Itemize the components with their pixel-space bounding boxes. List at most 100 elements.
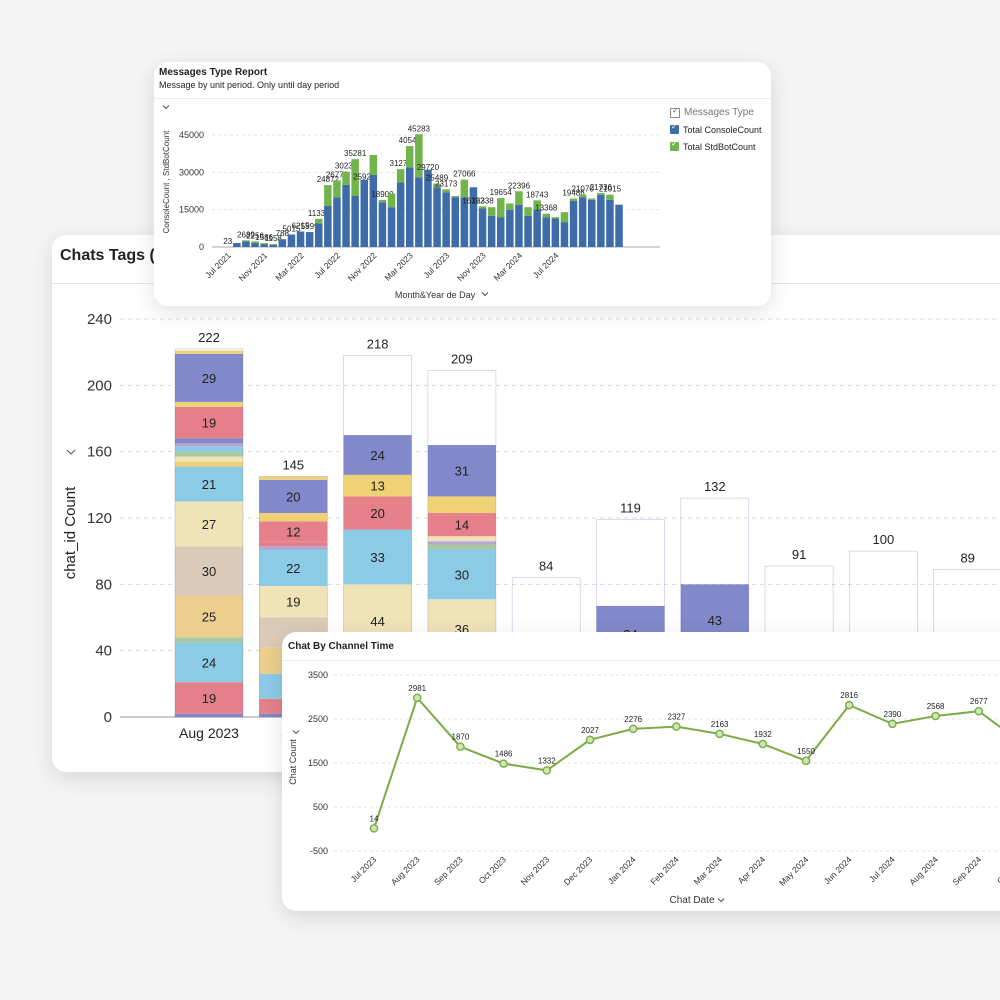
console-bar	[478, 208, 487, 247]
bar-total-label: 45283	[408, 124, 431, 133]
bar-segment	[427, 544, 496, 550]
data-point	[715, 729, 724, 739]
y-tick-label: 0	[199, 242, 204, 252]
stdbot-bar	[333, 180, 341, 198]
bar-total-label: 18743	[526, 190, 549, 199]
stdbot-bar	[542, 213, 550, 218]
data-point	[888, 719, 897, 729]
console-bar	[460, 197, 469, 247]
bar-segment	[427, 541, 496, 545]
stdbot-bar	[378, 199, 387, 203]
y-tick-label: 500	[313, 802, 328, 812]
bar-segment	[175, 353, 243, 402]
data-point	[412, 693, 422, 703]
console-bar	[597, 194, 605, 247]
x-tick-label: Sep 2023	[432, 854, 465, 887]
bar-segment-label: 33	[370, 550, 384, 565]
data-label: 1550	[797, 747, 815, 756]
bar-segment	[259, 521, 328, 542]
console-bar	[251, 243, 259, 247]
bar-total-label: 222	[198, 330, 220, 345]
legend-header[interactable]: Messages Type	[670, 104, 762, 121]
y-axis-label: Chat Count	[288, 739, 298, 785]
data-point	[499, 759, 508, 768]
data-point	[801, 756, 811, 766]
stdbot-bar	[551, 217, 560, 219]
data-label: 2163	[711, 720, 729, 729]
bar-segment	[259, 549, 328, 586]
console-bar	[433, 187, 441, 247]
bar-segment	[175, 446, 243, 452]
x-tick-label: Mar 2024	[692, 854, 725, 887]
bar-segment	[175, 682, 243, 714]
bar-total-label: 21736	[590, 183, 613, 192]
bar-segment-label: 25	[202, 610, 216, 625]
bar-total-label: 100	[873, 532, 895, 547]
x-tick-label: Aug 2024	[907, 854, 940, 887]
bar-segment	[259, 479, 328, 514]
bar-segment-label: 19	[202, 691, 216, 706]
y-tick-label: 3500	[308, 670, 328, 680]
console-bar	[424, 169, 432, 247]
stdbot-bar	[569, 198, 578, 201]
legend-item-console[interactable]: Total ConsoleCount	[670, 121, 762, 138]
data-point	[369, 824, 379, 833]
bar-segment	[259, 546, 328, 550]
stdbot-bar	[396, 169, 405, 183]
bar-total-label: 22396	[508, 181, 531, 190]
messages-type-card: Messages Type Report Message by unit per…	[154, 62, 771, 306]
bar-total-label: 2689	[237, 230, 255, 239]
stdbot-bar	[415, 134, 423, 178]
bar-total-label: 89	[960, 550, 974, 565]
y-tick-label: 120	[87, 510, 112, 527]
checkbox-checked-icon[interactable]	[670, 122, 679, 134]
bar-total-label: 29720	[417, 163, 440, 172]
data-point	[758, 739, 768, 749]
bar-segment	[427, 445, 496, 497]
console-bar	[487, 215, 496, 247]
data-label: 2327	[668, 713, 686, 722]
bar-segment	[343, 496, 412, 530]
bar-segment-label: 14	[455, 518, 469, 533]
console-bar	[269, 245, 277, 247]
data-label: 2677	[970, 697, 988, 706]
bar-segment-label: 24	[202, 655, 216, 670]
console-bar	[588, 199, 596, 247]
bar-segment	[259, 513, 328, 522]
stdbot-bar	[524, 207, 532, 216]
y-tick-label: -500	[310, 846, 328, 856]
console-bar	[451, 197, 459, 247]
y-tick-label: 30000	[179, 167, 204, 177]
data-point	[628, 724, 638, 734]
stdbot-bar	[269, 244, 277, 246]
legend-item-stdbot[interactable]: Total StdBotCount	[670, 138, 762, 155]
data-point	[585, 735, 595, 745]
chevron-down-icon	[717, 898, 725, 903]
console-bar	[342, 184, 350, 247]
chat-by-channel-title: Chat By Channel Time	[288, 641, 394, 652]
stdbot-bar	[251, 241, 259, 244]
stdbot-bar	[351, 159, 359, 196]
x-tick-label: Aug 2023	[389, 854, 422, 887]
bar-segment	[175, 443, 243, 447]
bar-total-label: 2256	[246, 231, 264, 240]
x-tick-label: Mar 2024	[492, 250, 525, 283]
chat-by-channel-card: Chat By Channel Time -500 500 1500 2500 3500…	[282, 632, 1000, 911]
x-tick-label: Jul 2021	[203, 250, 233, 280]
console-bar	[369, 174, 378, 247]
divider	[154, 98, 771, 99]
bar-total-label: 24872	[317, 175, 340, 184]
y-axis-label: chat_id Count	[62, 486, 79, 579]
stdbot-bar	[242, 240, 250, 242]
console-bar	[233, 243, 241, 247]
x-tick-label: Jun 2024	[822, 854, 854, 886]
data-label: 2816	[840, 691, 858, 700]
y-tick-label: 80	[95, 576, 112, 593]
checkbox-icon[interactable]	[670, 106, 680, 118]
console-bar	[469, 187, 478, 247]
bar-total-label: 1158	[265, 234, 283, 243]
console-bar	[542, 217, 550, 247]
checkbox-checked-icon[interactable]	[670, 139, 679, 151]
bar-total-label: 26779	[326, 170, 349, 179]
x-tick-label: Aug 2023	[179, 725, 239, 741]
